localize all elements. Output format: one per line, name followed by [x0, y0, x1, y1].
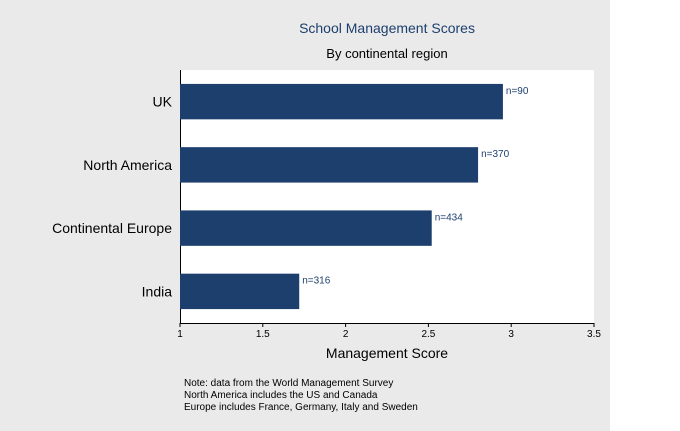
x-tick-label: 1	[177, 329, 183, 340]
x-axis-label: Management Score	[325, 345, 449, 361]
chart-title: School Management Scores	[299, 20, 475, 36]
bar-chart: UK n=90 North America n=370 Continental Euro…	[52, 70, 601, 340]
bar	[180, 147, 479, 183]
bar-value-label: n=90	[506, 86, 529, 97]
chart-notes: Note: data from the World Management Sur…	[184, 378, 418, 414]
bar-value-label: n=434	[435, 212, 464, 223]
note-line: Europe includes France, Germany, Italy a…	[184, 402, 418, 413]
bar	[180, 83, 503, 120]
category-label: Continental Europe	[52, 220, 172, 236]
bar-value-label: n=316	[302, 276, 331, 287]
bar-value-label: n=370	[481, 149, 510, 160]
x-tick-label: 2.5	[421, 329, 435, 340]
note-line: Note: data from the World Management Sur…	[184, 378, 394, 389]
category-label: UK	[153, 94, 173, 110]
chart-subtitle: By continental region	[326, 46, 448, 61]
x-tick-label: 3.5	[587, 329, 601, 340]
category-label: India	[142, 283, 173, 299]
x-tick-label: 3	[508, 329, 514, 340]
x-tick-label: 2	[343, 329, 349, 340]
bar	[180, 210, 432, 246]
bar	[180, 273, 300, 310]
note-line: North America includes the US and Canada	[184, 390, 378, 401]
x-tick-label: 1.5	[256, 329, 270, 340]
category-label: North America	[83, 157, 172, 173]
